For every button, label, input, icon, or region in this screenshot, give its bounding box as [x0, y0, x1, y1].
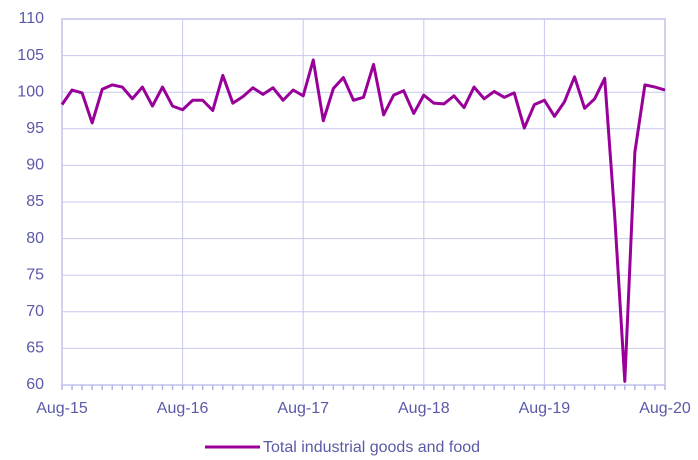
y-tick-label: 75 [26, 266, 44, 283]
y-tick-label: 80 [26, 230, 44, 247]
y-tick-label: 90 [26, 157, 44, 174]
x-tick-label: Aug-16 [157, 400, 209, 417]
x-tick-label: Aug-17 [277, 400, 329, 417]
x-tick-label: Aug-18 [398, 400, 450, 417]
y-tick-label: 65 [26, 340, 44, 357]
data-line [60, 58, 666, 383]
y-tick-label: 95 [26, 120, 44, 137]
y-tick-label: 110 [18, 10, 44, 27]
x-tick-label: Aug-20 [639, 400, 691, 417]
y-tick-label: 85 [26, 193, 44, 210]
legend-label: Total industrial goods and food [263, 439, 480, 456]
y-tick-label: 105 [17, 47, 44, 64]
x-tick-label: Aug-15 [36, 400, 88, 417]
y-tick-label: 60 [26, 376, 44, 393]
y-tick-label: 100 [17, 83, 44, 100]
y-tick-label: 70 [26, 303, 44, 320]
x-tick-label: Aug-19 [519, 400, 571, 417]
